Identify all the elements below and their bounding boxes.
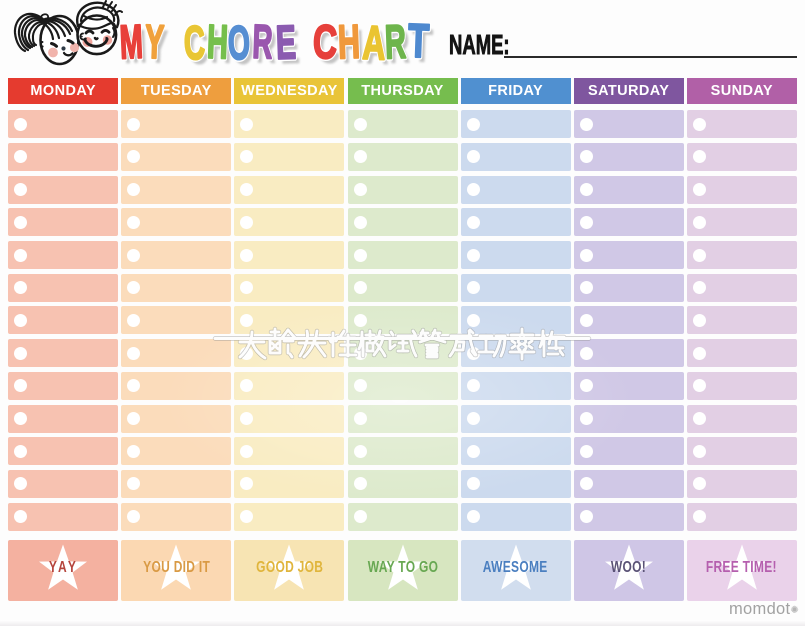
svg-text:H: H — [341, 21, 365, 75]
svg-text:C: C — [316, 21, 342, 75]
svg-text:H: H — [337, 16, 361, 70]
svg-text:A: A — [362, 17, 387, 71]
svg-text:R: R — [252, 16, 274, 70]
svg-text:Y: Y — [148, 21, 169, 75]
svg-text:E: E — [275, 16, 297, 70]
svg-text:A: A — [366, 22, 391, 76]
svg-text:C: C — [312, 16, 338, 70]
svg-text:O: O — [227, 17, 251, 71]
svg-text:C: C — [183, 17, 206, 71]
svg-text:C: C — [312, 16, 338, 70]
svg-text:O: O — [227, 17, 251, 71]
svg-text:T: T — [407, 15, 430, 69]
svg-text:H: H — [206, 16, 229, 70]
svg-text:H: H — [337, 16, 361, 70]
svg-text:C: C — [187, 22, 210, 76]
svg-text:M: M — [119, 16, 144, 70]
svg-text:R: R — [384, 16, 407, 70]
svg-text:C: C — [183, 17, 206, 71]
svg-text:Y: Y — [144, 16, 165, 70]
svg-text:A: A — [362, 17, 387, 71]
svg-text:R: R — [388, 21, 411, 75]
svg-text:R: R — [252, 16, 274, 70]
svg-text:T: T — [411, 20, 434, 74]
svg-text:E: E — [279, 21, 301, 75]
svg-text:H: H — [210, 21, 233, 75]
svg-text:T: T — [407, 15, 430, 69]
svg-text:E: E — [275, 16, 297, 70]
svg-text:H: H — [206, 16, 229, 70]
svg-text:R: R — [256, 21, 278, 75]
svg-text:M: M — [119, 16, 144, 70]
svg-text:M: M — [123, 21, 148, 75]
svg-text:Y: Y — [144, 16, 165, 70]
svg-text:R: R — [384, 16, 407, 70]
svg-text:O: O — [231, 22, 255, 76]
